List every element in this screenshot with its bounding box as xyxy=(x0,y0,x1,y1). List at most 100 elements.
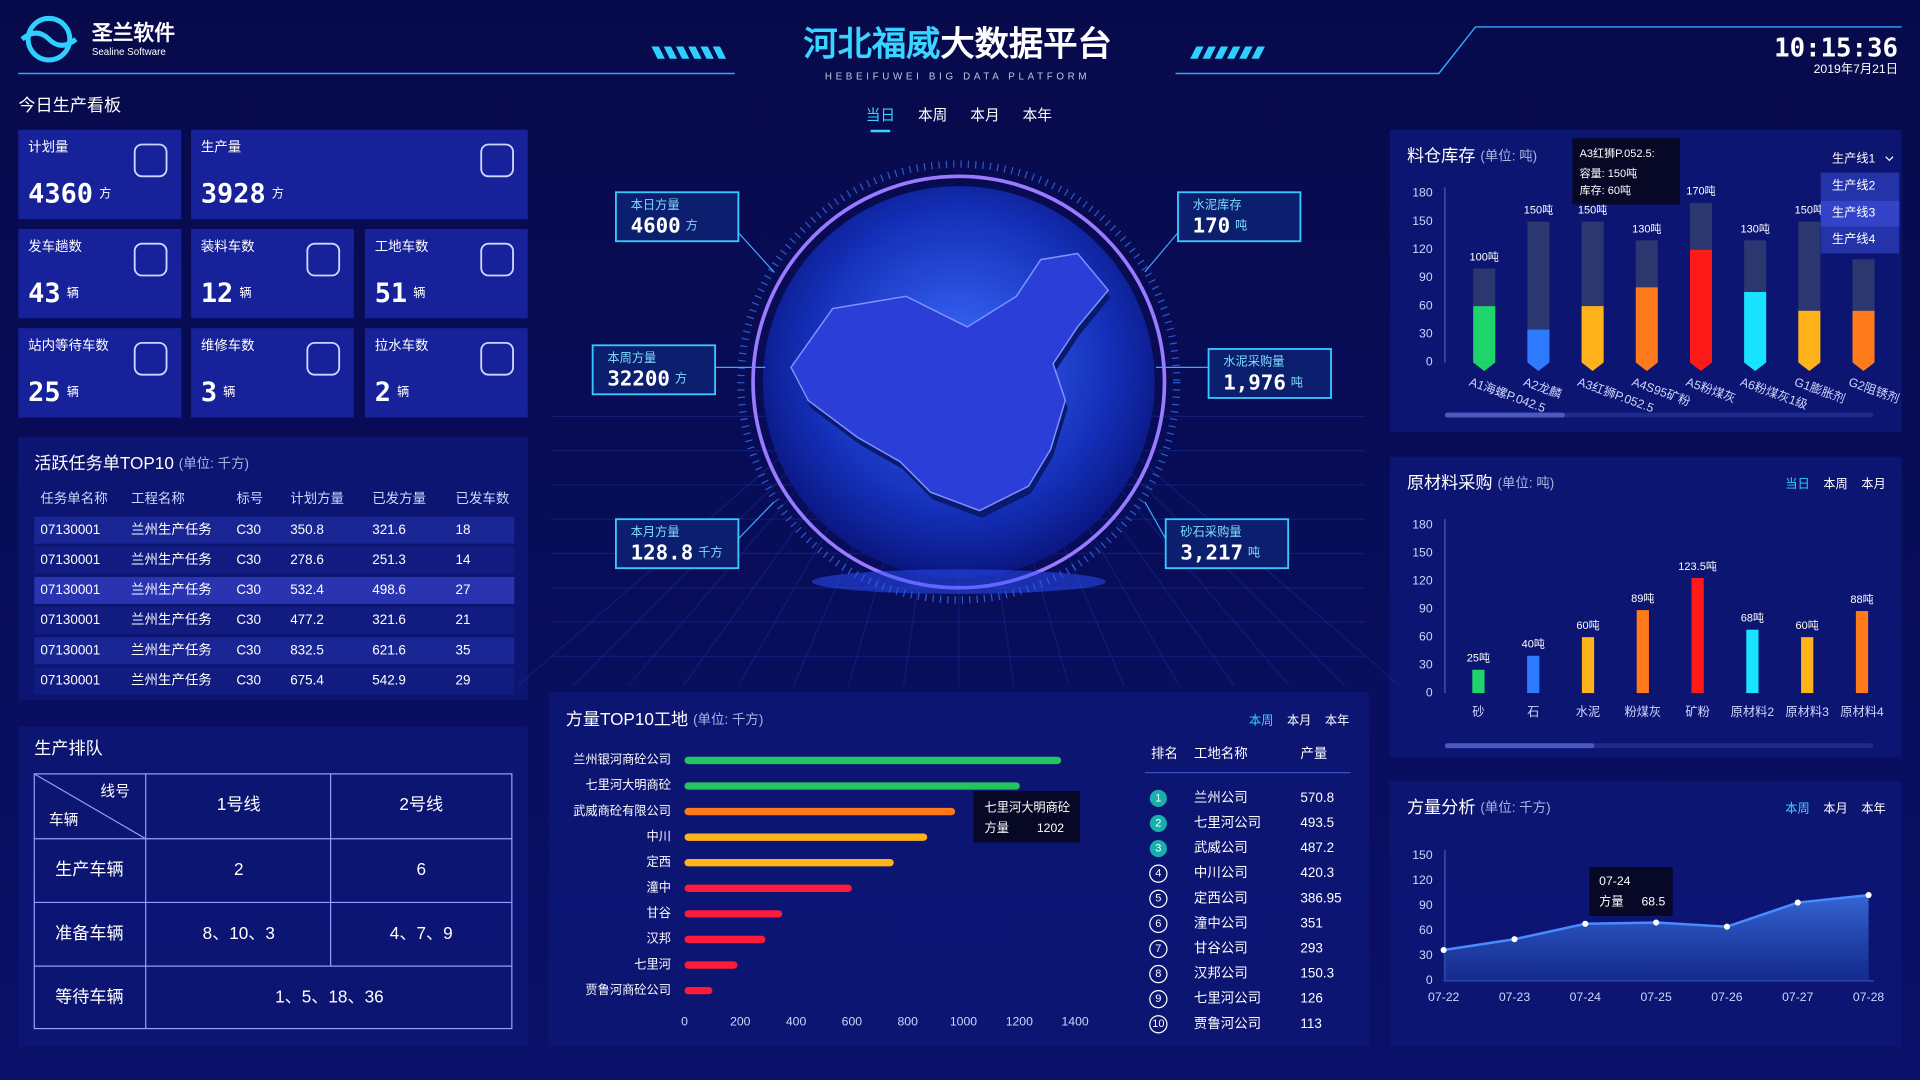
period-tab[interactable]: 当日 xyxy=(866,107,895,124)
table-cell: 35 xyxy=(456,642,471,657)
title-deco xyxy=(675,46,690,59)
point xyxy=(1582,920,1589,927)
tooltip-title: 07-24 xyxy=(1599,874,1630,888)
x-tick-label: 400 xyxy=(786,1015,807,1029)
x-tick-label: 07-24 xyxy=(1570,990,1601,1004)
stat-label: 砂石采购量 xyxy=(1180,524,1241,539)
card-label: 计划量 xyxy=(28,140,68,155)
dropdown-option[interactable]: 生产线4 xyxy=(1832,232,1876,246)
x-tick-label: 原材料3 xyxy=(1785,705,1829,719)
x-tick-label: 07-25 xyxy=(1640,990,1671,1004)
card-unit: 辆 xyxy=(223,385,235,399)
stat-value: 170 吨 xyxy=(1193,214,1248,238)
section-title: 生产排队 xyxy=(34,738,103,758)
table-cell: C30 xyxy=(236,612,261,627)
period-tab[interactable]: 本年 xyxy=(1023,107,1053,124)
period-tab[interactable]: 本月 xyxy=(970,107,999,124)
card-value: 51 辆 xyxy=(375,277,426,308)
title-text: 方量TOP10工地 xyxy=(566,709,688,729)
y-tick-label: 潼中 xyxy=(647,880,671,895)
title-unit: (单位: 吨) xyxy=(1497,475,1554,490)
chart-tab[interactable]: 本周 xyxy=(1823,477,1847,491)
stat-value: 3,217 吨 xyxy=(1180,540,1260,564)
chart-tab[interactable]: 本周 xyxy=(1249,713,1273,727)
stat-unit: 吨 xyxy=(1291,375,1303,389)
rank: 6 xyxy=(1155,918,1161,930)
stat-number: 128.8 xyxy=(631,540,694,564)
globe-shadow xyxy=(811,569,1106,594)
y-tick-label: 30 xyxy=(1419,948,1433,962)
chart-tab[interactable]: 本月 xyxy=(1861,477,1885,491)
section-title: 活跃任务单TOP10 (单位: 千方) xyxy=(34,453,249,473)
rank-badge xyxy=(1149,814,1167,833)
chart-tab[interactable]: 本月 xyxy=(1287,713,1311,727)
x-tick-label: 矿粉 xyxy=(1685,705,1709,719)
y-tick-label: 180 xyxy=(1412,186,1433,200)
value-label: 150吨 xyxy=(1524,204,1553,217)
bar xyxy=(684,833,928,841)
point xyxy=(1653,919,1660,926)
x-tick-label: 砂 xyxy=(1472,705,1484,719)
site-name: 定西公司 xyxy=(1194,890,1248,905)
bar xyxy=(684,910,783,918)
dropdown-option[interactable]: 生产线3 xyxy=(1832,205,1876,219)
table-cell: 621.6 xyxy=(372,642,406,657)
dropdown[interactable]: 生产线1 xyxy=(1832,151,1876,165)
table-header: 排名 xyxy=(1151,746,1178,761)
x-tick-label: 07-27 xyxy=(1782,990,1813,1004)
tooltip-title: 七里河大明商砼 xyxy=(984,799,1070,814)
card-value: 4360 方 xyxy=(28,178,111,209)
stat-label: 水泥采购量 xyxy=(1223,354,1284,369)
title-deco xyxy=(1226,46,1241,59)
chart-tab[interactable]: 本月 xyxy=(1823,802,1847,816)
table-cell: 兰州生产任务 xyxy=(131,522,212,537)
table-header: 已发车数 xyxy=(456,490,510,506)
site-output: 420.3 xyxy=(1300,865,1334,880)
card-value: 43 辆 xyxy=(28,277,79,308)
x-tick-label: 07-28 xyxy=(1853,990,1884,1004)
chart-tab[interactable]: 当日 xyxy=(1785,477,1809,491)
x-tick-label: 1400 xyxy=(1061,1015,1088,1029)
subtitle: HEBEIFUWEI BIG DATA PLATFORM xyxy=(825,72,1090,83)
title-unit: (单位: 千方) xyxy=(693,712,763,727)
rank: 3 xyxy=(1155,842,1161,854)
chart-title: 原材料采购 (单位: 吨) xyxy=(1407,472,1554,492)
stat-value: 1,976 吨 xyxy=(1223,370,1303,394)
card-label: 站内等待车数 xyxy=(28,337,109,353)
title-deco xyxy=(1190,46,1204,59)
bar xyxy=(684,756,1062,765)
table-cell: 兰州生产任务 xyxy=(131,642,212,657)
queue-cell: 8、10、3 xyxy=(203,923,275,943)
title-deco xyxy=(712,46,727,59)
chart-tab[interactable]: 本年 xyxy=(1325,713,1349,727)
y-tick-label: 150 xyxy=(1412,214,1433,228)
table-cell: 675.4 xyxy=(290,672,324,687)
site-name: 七里河公司 xyxy=(1194,991,1261,1006)
queue-row-label: 生产车辆 xyxy=(55,859,124,879)
stat-label: 本月方量 xyxy=(631,524,680,539)
title-unit: (单位: 千方) xyxy=(1480,800,1550,815)
stat-box xyxy=(615,518,740,570)
bar-tip xyxy=(1689,362,1712,372)
chart-title: 方量分析 (单位: 千方) xyxy=(1407,797,1551,817)
card-icon xyxy=(480,242,514,277)
point xyxy=(1440,946,1447,954)
chart-tab[interactable]: 本周 xyxy=(1785,802,1809,816)
chart-tab[interactable]: 本年 xyxy=(1861,802,1885,816)
x-tick-label: 800 xyxy=(897,1015,918,1029)
y-tick-label: 30 xyxy=(1419,327,1433,341)
title-main: 大数据平台 xyxy=(940,26,1111,64)
point xyxy=(1723,923,1730,930)
x-tick-label: 0 xyxy=(681,1015,688,1029)
table-cell: 14 xyxy=(456,552,471,567)
table-cell: 07130001 xyxy=(40,612,100,627)
dropdown-option[interactable]: 生产线2 xyxy=(1832,178,1876,192)
corner-label: 车辆 xyxy=(49,811,78,828)
tooltip xyxy=(1572,138,1680,205)
table-cell: 07130001 xyxy=(40,522,100,537)
period-tab[interactable]: 本周 xyxy=(918,107,947,124)
table-cell: 21 xyxy=(456,612,471,627)
chart-title: 料仓库存 (单位: 吨) xyxy=(1407,145,1537,165)
card-unit: 辆 xyxy=(67,385,79,399)
bar xyxy=(1581,637,1595,694)
